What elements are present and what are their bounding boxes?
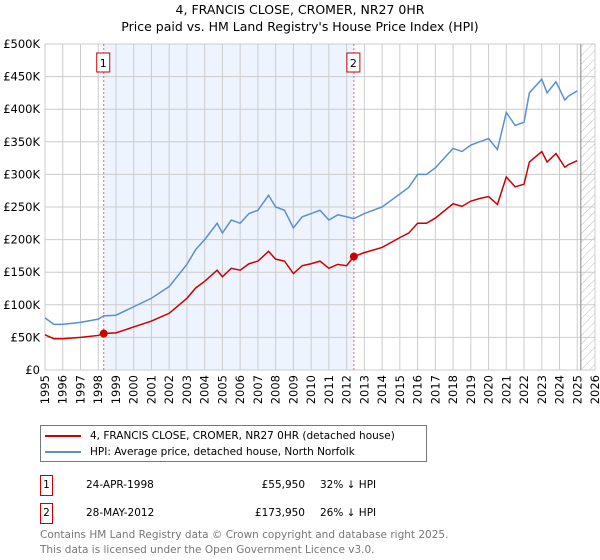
x-tick-label: 2009: [286, 375, 300, 404]
x-tick-label: 2001: [144, 375, 158, 404]
x-tick-label: 1995: [38, 375, 52, 404]
x-tick-label: 1999: [109, 375, 123, 404]
x-tick-label: 2005: [215, 375, 229, 404]
y-tick-label: £0: [25, 363, 40, 377]
y-tick-label: £150K: [3, 265, 40, 279]
red-line-swatch: [45, 435, 81, 437]
x-tick-label: 2008: [269, 375, 283, 404]
series-line: [44, 77, 578, 326]
x-tick-label: 2014: [375, 375, 389, 404]
blue-line-swatch: [45, 451, 81, 453]
y-tick-label: £400K: [3, 102, 40, 116]
x-tick-label: 2021: [499, 375, 513, 404]
sale-point: [99, 329, 108, 338]
x-tick-label: 2010: [304, 375, 318, 404]
sale-hpi-diff: 32% ↓ HPI: [320, 479, 377, 491]
sale-annotation-box: [96, 52, 111, 73]
x-tick-label: 2003: [180, 375, 194, 404]
legend-item-hpi: HPI: Average price, detached house, Nort…: [45, 446, 355, 458]
y-tick-label: £100K: [3, 298, 40, 312]
y-tick-label: £300K: [3, 167, 40, 181]
x-tick-label: 2026: [588, 375, 600, 404]
sale-annotation-label: 2: [350, 57, 357, 70]
x-tick-label: 2012: [340, 375, 354, 404]
x-tick-label: 1996: [56, 375, 70, 404]
x-tick-label: 1998: [91, 375, 105, 404]
chart-area: 1995 1996 1997 1998 1999 2000 2001 2002 2003 2004…: [3, 37, 600, 404]
sale-date: 24-APR-1998: [86, 479, 154, 491]
series-line: [44, 150, 578, 340]
x-tick-label: 2006: [233, 375, 247, 404]
x-tick-label: 2004: [198, 375, 212, 404]
chart-subtitle: Price paid vs. HM Land Registry's House …: [121, 19, 479, 34]
legend-label: HPI: Average price, detached house, Nort…: [90, 446, 355, 458]
sale-row: 1 24-APR-1998 £55,950 32% ↓ HPI: [40, 475, 440, 496]
x-tick-label: 2020: [482, 375, 496, 404]
x-tick-label: 2018: [446, 375, 460, 404]
chart-title: 4, FRANCIS CLOSE, CROMER, NR27 0HR: [175, 2, 425, 17]
x-tick-label: 2002: [162, 375, 176, 404]
sale-date: 28-MAY-2012: [86, 507, 155, 519]
legend-label: 4, FRANCIS CLOSE, CROMER, NR27 0HR (deta…: [90, 430, 395, 442]
sale-row: 2 28-MAY-2012 £173,950 26% ↓ HPI: [40, 503, 440, 524]
y-tick-label: £200K: [3, 233, 40, 247]
x-tick-label: 2024: [553, 375, 567, 404]
y-tick-label: £500K: [3, 37, 40, 51]
y-tick-label: £350K: [3, 135, 40, 149]
x-tick-label: 1997: [73, 375, 87, 404]
sale-annotation-box: [346, 52, 361, 73]
legend-item-price-paid: 4, FRANCIS CLOSE, CROMER, NR27 0HR (deta…: [45, 430, 395, 442]
x-tick-label: 2013: [357, 375, 371, 404]
copyright-notice: Contains HM Land Registry data © Crown c…: [40, 529, 449, 541]
x-tick-label: 2017: [428, 375, 442, 404]
x-tick-label: 2022: [517, 375, 531, 404]
x-tick-label: 2016: [411, 375, 425, 404]
sale-marker-badge: 1: [40, 475, 53, 496]
sale-point: [349, 252, 358, 261]
sale-annotation-label: 1: [100, 57, 107, 70]
x-tick-label: 2000: [127, 375, 141, 404]
x-tick-label: 2023: [535, 375, 549, 404]
licence-notice: This data is licensed under the Open Gov…: [40, 544, 375, 556]
y-tick-label: £50K: [11, 330, 41, 344]
x-tick-label: 2015: [393, 375, 407, 404]
sale-price: £55,950: [261, 479, 305, 491]
x-tick-label: 2019: [464, 375, 478, 404]
sale-marker-badge: 2: [40, 503, 53, 524]
sale-hpi-diff: 26% ↓ HPI: [320, 507, 377, 519]
legend: 4, FRANCIS CLOSE, CROMER, NR27 0HR (deta…: [40, 425, 427, 462]
sale-price: £173,950: [254, 507, 305, 519]
x-tick-label: 2011: [322, 375, 336, 404]
y-tick-label: £450K: [3, 70, 40, 84]
x-tick-label: 2025: [570, 375, 584, 404]
y-tick-label: £250K: [3, 200, 40, 214]
x-tick-label: 2007: [251, 375, 265, 404]
